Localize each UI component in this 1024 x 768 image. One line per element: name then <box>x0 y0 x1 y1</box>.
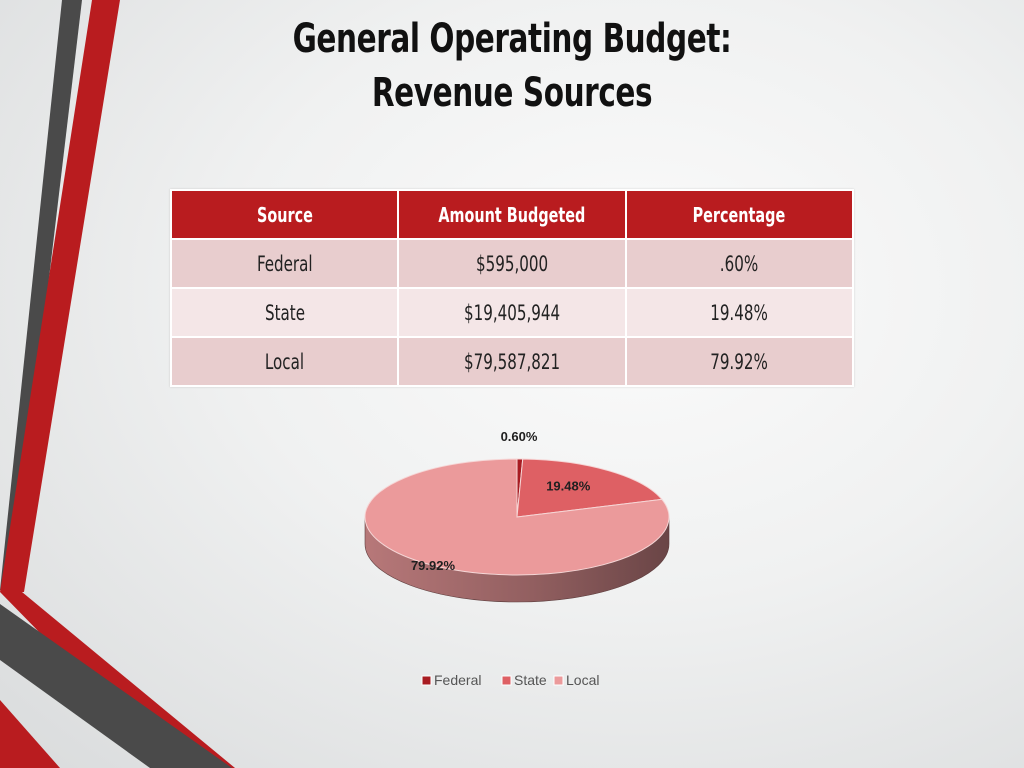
table-row: Local $79,587,821 79.92% <box>169 336 855 387</box>
pie-slice-local <box>364 458 670 576</box>
dark-stripe-left <box>0 0 82 590</box>
title-line-2: Revenue Sources <box>371 70 653 116</box>
red-stripe-left <box>0 0 120 592</box>
legend-swatch <box>501 675 512 686</box>
cell-amount: $595,000 <box>397 238 627 289</box>
cell-percentage: .60% <box>624 238 855 289</box>
header-amount: Amount Budgeted <box>397 189 627 240</box>
cell-amount: $19,405,944 <box>397 287 627 338</box>
cell-percentage: 79.92% <box>624 336 855 387</box>
table-header-row: Source Amount Budgeted Percentage <box>169 189 855 240</box>
title-line-1: General Operating Budget: <box>292 16 732 62</box>
cell-percentage: 19.48% <box>624 287 855 338</box>
header-source: Source <box>169 189 400 240</box>
legend-swatch <box>553 675 564 686</box>
cell-source: Local <box>169 336 400 387</box>
table-row: Federal $595,000 .60% <box>169 238 855 289</box>
revenue-pie-chart: 0.60% 19.48% 79.92% Federal State Local <box>364 429 670 688</box>
red-stripe-corner <box>0 700 60 768</box>
red-stripe-bottom <box>0 592 235 768</box>
revenue-table: Source Amount Budgeted Percentage Federa… <box>169 189 855 387</box>
cell-amount: $79,587,821 <box>397 336 627 387</box>
legend-item-federal: Federal <box>421 672 481 688</box>
legend-label: State <box>514 672 547 688</box>
table-row: State $19,405,944 19.48% <box>169 287 855 338</box>
legend-swatch <box>421 675 432 686</box>
cell-source: Federal <box>169 238 400 289</box>
header-percentage: Percentage <box>624 189 855 240</box>
data-label-local: 79.92% <box>411 558 456 573</box>
cell-source: State <box>169 287 400 338</box>
legend-label: Federal <box>434 672 481 688</box>
legend-item-local: Local <box>553 672 599 688</box>
slide-title: General Operating Budget: Revenue Source… <box>266 12 758 120</box>
data-label-federal: 0.60% <box>501 429 538 444</box>
dark-stripe-bottom <box>0 604 232 768</box>
pie-slice-state <box>516 458 663 518</box>
legend-item-state: State <box>501 672 547 688</box>
legend-label: Local <box>566 672 599 688</box>
data-label-state: 19.48% <box>546 479 591 494</box>
